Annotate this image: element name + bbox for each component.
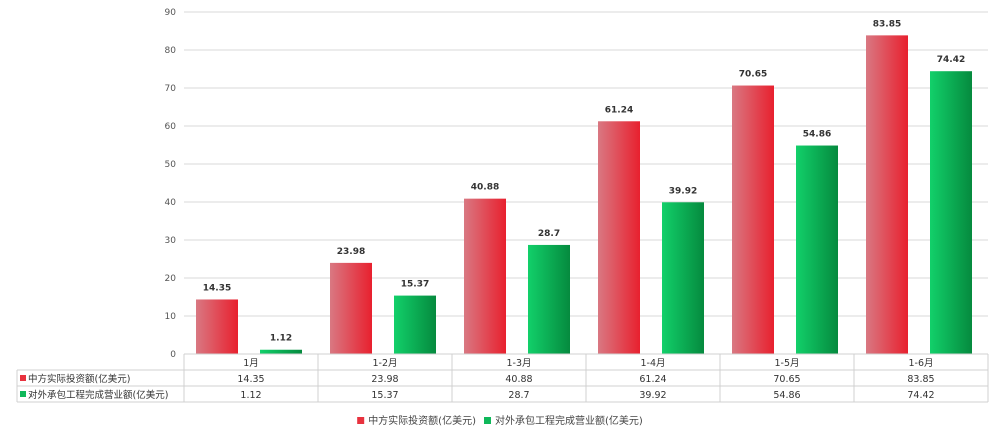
table-cell: 15.37 bbox=[371, 390, 398, 401]
table-category-label: 1月 bbox=[243, 358, 259, 369]
bar-s1-c3 bbox=[662, 202, 704, 354]
y-tick-label: 40 bbox=[165, 198, 177, 208]
data-label: 23.98 bbox=[337, 247, 365, 257]
table-cell: 70.65 bbox=[773, 374, 800, 385]
table-cell: 39.92 bbox=[639, 390, 666, 401]
bar-s0-c1 bbox=[330, 262, 372, 354]
table-cell: 23.98 bbox=[371, 374, 398, 385]
bar-s0-c0 bbox=[196, 299, 238, 354]
table-category-label: 1-4月 bbox=[640, 358, 665, 369]
table-cell: 54.86 bbox=[773, 390, 800, 401]
legend-entry: 对外承包工程完成营业额(亿美元) bbox=[495, 414, 643, 427]
y-tick-label: 50 bbox=[165, 160, 177, 170]
table-series-swatch bbox=[20, 391, 26, 397]
bar-s0-c4 bbox=[732, 85, 774, 354]
y-tick-label: 10 bbox=[165, 312, 177, 322]
y-tick-label: 20 bbox=[165, 274, 177, 284]
y-axis-ticks: 0 10 20 30 40 50 60 70 80 90 bbox=[165, 8, 177, 360]
data-label: 83.85 bbox=[873, 19, 901, 29]
table-cell: 14.35 bbox=[237, 374, 264, 385]
legend-swatch bbox=[484, 417, 491, 424]
data-label: 14.35 bbox=[203, 283, 231, 293]
data-label: 54.86 bbox=[803, 130, 831, 140]
table-category-label: 1-6月 bbox=[908, 358, 933, 369]
data-label: 40.88 bbox=[471, 183, 499, 193]
data-label: 15.37 bbox=[401, 280, 429, 290]
bar-s0-c5 bbox=[866, 35, 908, 355]
data-labels: 14.35 23.98 40.88 61.24 70.65 83.85 1.12 15.37 2… bbox=[203, 19, 965, 343]
data-label: 74.42 bbox=[937, 55, 965, 65]
legend: 中方实际投资额(亿美元) 对外承包工程完成营业额(亿美元) bbox=[357, 414, 643, 427]
bar-s1-c2 bbox=[528, 244, 570, 354]
table-cell: 1.12 bbox=[240, 390, 261, 401]
table-series-name: 对外承包工程完成营业额(亿美元) bbox=[28, 389, 168, 401]
table-category-label: 1-3月 bbox=[506, 358, 531, 369]
legend-entry: 中方实际投资额(亿美元) bbox=[368, 414, 476, 427]
table-cell: 28.7 bbox=[508, 390, 529, 401]
y-tick-label: 90 bbox=[165, 8, 177, 18]
y-tick-label: 70 bbox=[165, 84, 177, 94]
bar-s1-c1 bbox=[394, 295, 436, 354]
table-cell: 40.88 bbox=[505, 374, 532, 385]
table-cell: 74.42 bbox=[907, 390, 934, 401]
data-label: 28.7 bbox=[538, 229, 560, 239]
data-label: 61.24 bbox=[605, 105, 633, 115]
legend-swatch bbox=[357, 417, 365, 424]
bar-s1-c0 bbox=[260, 349, 302, 354]
bar-s0-c3 bbox=[598, 121, 640, 355]
bar-s1-c5 bbox=[930, 71, 972, 354]
grid-lines bbox=[184, 11, 988, 355]
data-label: 1.12 bbox=[270, 334, 292, 344]
y-tick-label: 60 bbox=[165, 122, 177, 132]
table-category-label: 1-2月 bbox=[372, 358, 397, 369]
table-series-swatch bbox=[20, 375, 26, 381]
table-series-name: 中方实际投资额(亿美元) bbox=[28, 373, 130, 385]
table-cell: 83.85 bbox=[907, 374, 934, 385]
y-tick-label: 80 bbox=[165, 46, 177, 56]
y-tick-label: 30 bbox=[165, 236, 177, 246]
y-tick-label: 0 bbox=[170, 350, 176, 360]
bar-s1-c4 bbox=[796, 145, 838, 354]
bar-s0-c2 bbox=[464, 198, 506, 354]
data-label: 70.65 bbox=[739, 70, 767, 80]
table-cell: 61.24 bbox=[639, 374, 666, 385]
data-label: 39.92 bbox=[669, 186, 697, 196]
table-category-label: 1-5月 bbox=[774, 358, 799, 369]
bars bbox=[196, 35, 972, 355]
